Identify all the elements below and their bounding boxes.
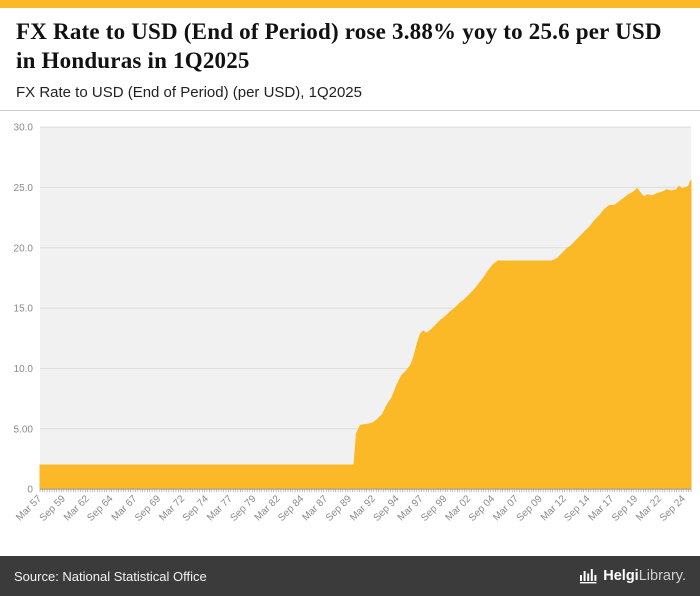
svg-text:Sep 09: Sep 09 (515, 493, 545, 524)
svg-text:Sep 74: Sep 74 (181, 493, 211, 524)
svg-text:Sep 19: Sep 19 (610, 493, 640, 524)
footer-bar: Source: National Statistical Office Helg… (0, 556, 700, 596)
svg-text:Sep 64: Sep 64 (85, 493, 115, 524)
svg-text:Sep 79: Sep 79 (228, 493, 258, 524)
source-label: Source: National Statistical Office (14, 568, 207, 584)
svg-text:5.00: 5.00 (14, 424, 34, 435)
svg-text:Sep 59: Sep 59 (38, 493, 68, 524)
page-title: FX Rate to USD (End of Period) rose 3.88… (16, 19, 662, 73)
svg-text:25.0: 25.0 (14, 182, 34, 193)
top-accent-bar (0, 0, 700, 8)
svg-text:Sep 04: Sep 04 (467, 493, 497, 524)
svg-text:Sep 99: Sep 99 (419, 493, 449, 524)
svg-text:Sep 94: Sep 94 (372, 493, 402, 524)
helgilibrary-logo[interactable]: HelgiLibrary. (580, 568, 686, 584)
library-icon (580, 569, 597, 584)
svg-text:30.0: 30.0 (14, 122, 34, 133)
chart-subtitle: FX Rate to USD (End of Period) (per USD)… (16, 83, 362, 101)
logo-text-bold: Helgi (603, 568, 639, 584)
svg-text:0: 0 (27, 484, 33, 495)
svg-text:Sep 89: Sep 89 (324, 493, 354, 524)
svg-text:15.0: 15.0 (14, 303, 34, 314)
svg-text:Sep 69: Sep 69 (133, 493, 163, 524)
header-divider (0, 109, 700, 111)
svg-text:20.0: 20.0 (14, 243, 34, 254)
logo-text-light: Library. (638, 568, 686, 584)
chart-header: FX Rate to USD (End of Period) rose 3.88… (0, 8, 700, 110)
chart-area: 0 5.00 10.0 15.0 20.0 25.0 30.0 Mar 57 Sep 59 Mar… (0, 111, 700, 557)
svg-text:Sep 84: Sep 84 (276, 493, 306, 524)
svg-text:Sep 24: Sep 24 (658, 493, 688, 524)
logo-text: HelgiLibrary. (603, 568, 686, 584)
svg-text:10.0: 10.0 (14, 363, 34, 374)
svg-text:Sep 14: Sep 14 (562, 493, 592, 524)
